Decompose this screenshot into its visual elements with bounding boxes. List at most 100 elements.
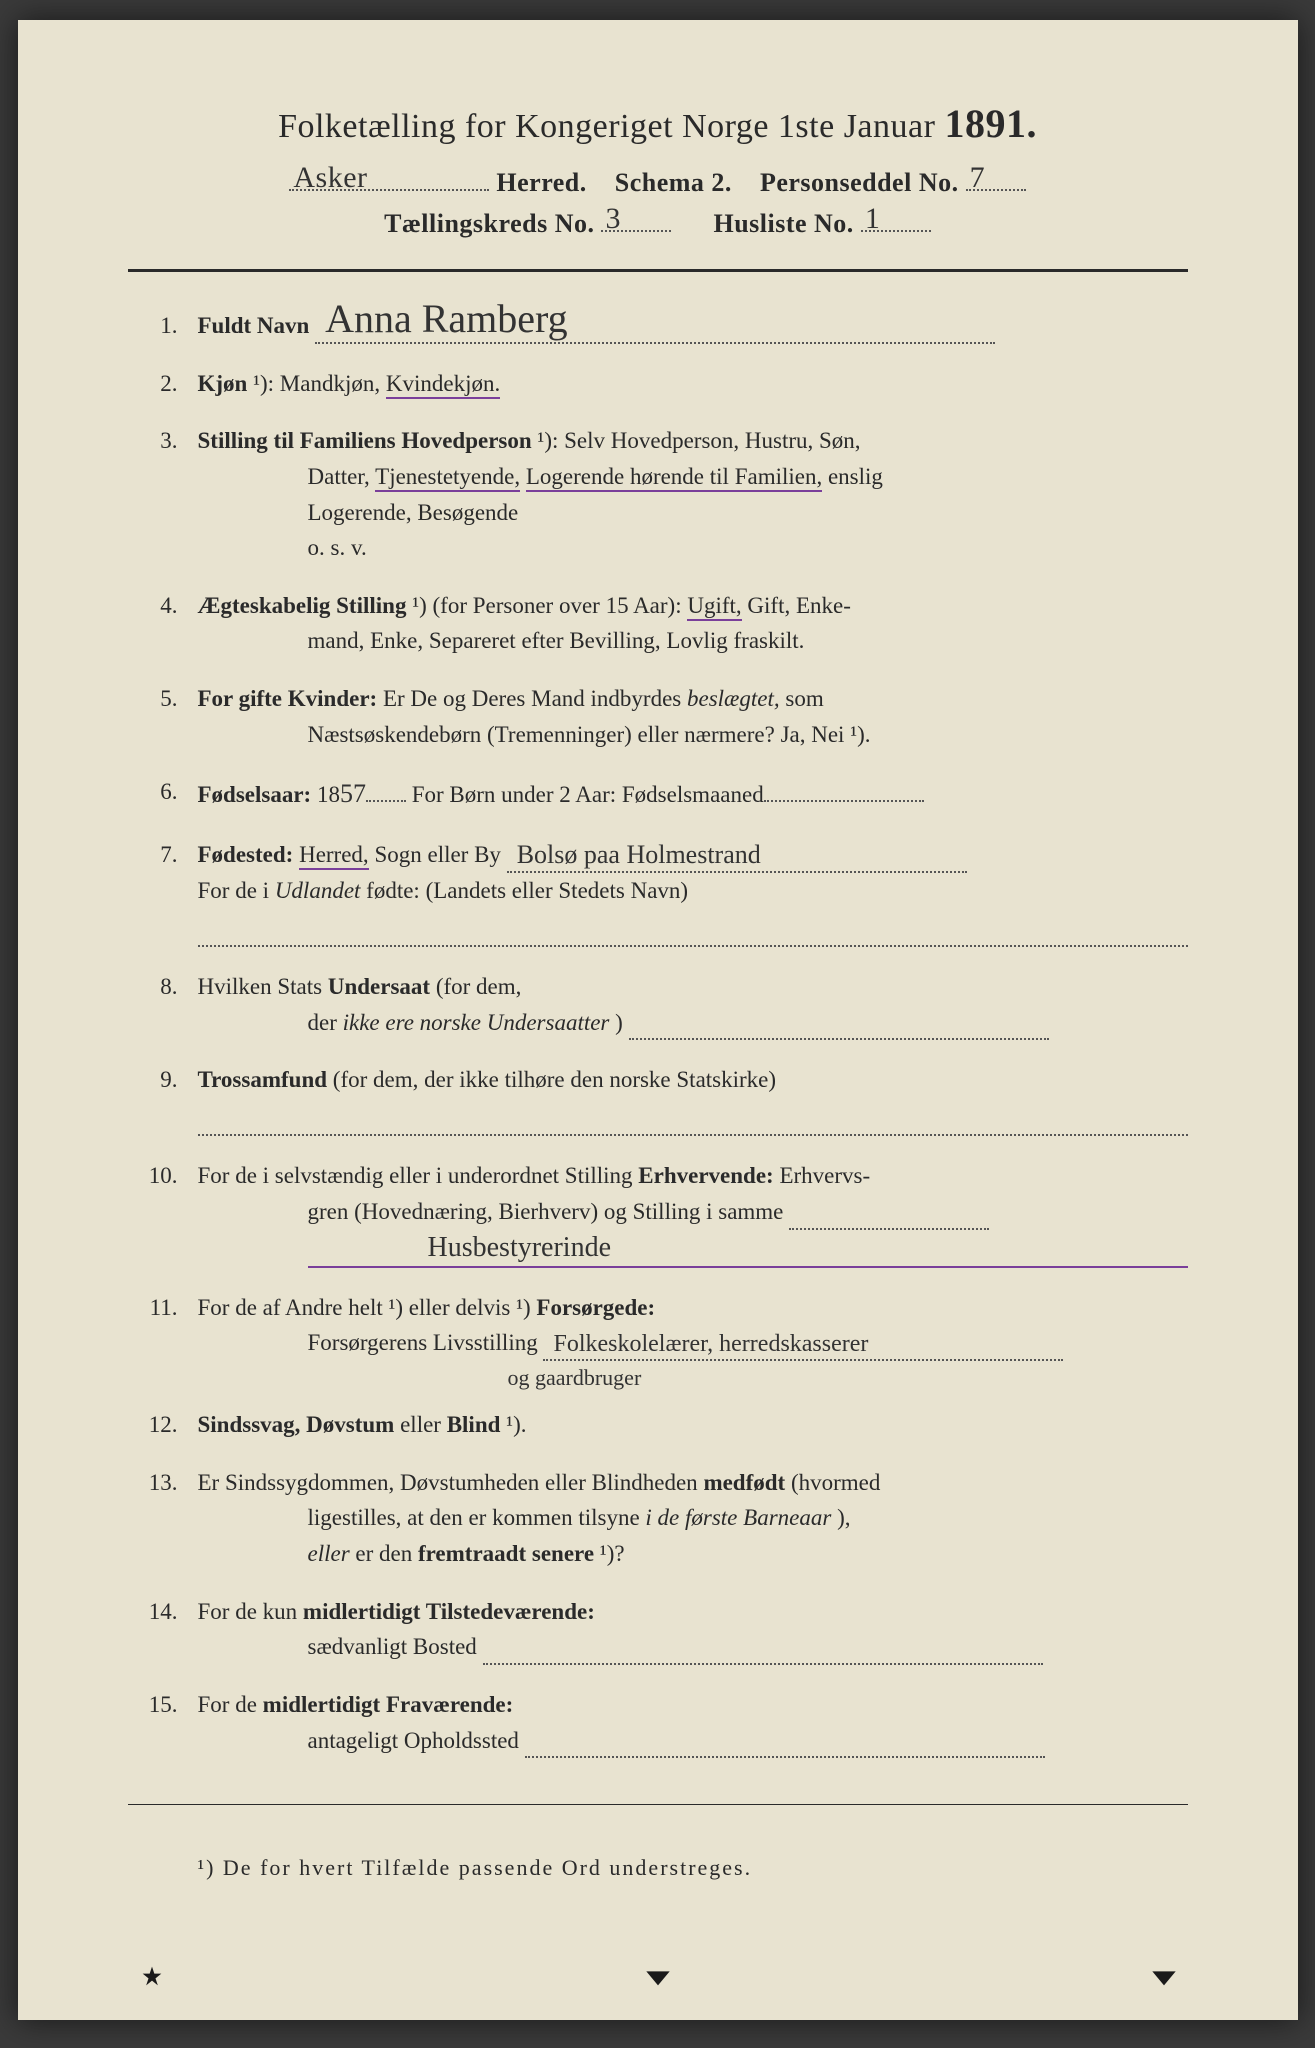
item-13-medfodt: Er Sindssygdommen, Døvstumheden eller Bl…	[128, 1465, 1188, 1572]
i14-l2: sædvanligt Bosted	[308, 1634, 477, 1659]
husliste-field: 1	[861, 206, 931, 232]
i7-sogn-field: Bolsø paa Holmestrand	[507, 848, 967, 873]
i7-sogn-value: Bolsø paa Holmestrand	[517, 835, 761, 875]
title-year: 1891.	[944, 101, 1037, 146]
personseddel-field: 7	[966, 165, 1026, 191]
label-kjon: Kjøn	[198, 371, 248, 396]
label-fodested: Fødested:	[198, 842, 294, 867]
label-fuldt-navn: Fuldt Navn	[198, 313, 310, 338]
i11-field: Folkeskolelærer, herredskasserer	[543, 1336, 1063, 1361]
i15-bold: midlertidigt Fraværende:	[263, 1692, 514, 1717]
i9-bold: Trossamfund	[198, 1067, 328, 1092]
punch-hole-icon	[1150, 1962, 1178, 1990]
i10-value: Husbestyrerinde	[428, 1226, 612, 1269]
label-aegteskab: Ægteskabelig Stilling	[198, 593, 407, 618]
i6-child: For Børn under 2 Aar: Fødselsmaaned	[412, 782, 764, 807]
i9-text: (for dem, der ikke tilhøre den norske St…	[333, 1067, 776, 1092]
i8-field	[629, 1015, 1049, 1040]
i3-enslig: enslig	[828, 464, 883, 489]
i6-dots	[366, 779, 406, 802]
i11-bold: Forsørgede:	[536, 1295, 655, 1320]
husliste-label: Husliste No.	[713, 209, 853, 238]
divider-bottom	[128, 1804, 1188, 1805]
kreds-line: Tællingskreds No. 3 Husliste No. 1	[128, 206, 1188, 239]
punch-hole-icon	[644, 1962, 672, 1990]
i14-l1: For de kun	[198, 1599, 303, 1624]
label-gifte: For gifte Kvinder:	[198, 686, 378, 711]
item-1-name: Fuldt Navn Anna Ramberg	[128, 308, 1188, 344]
i5-t2: som	[785, 686, 823, 711]
i8-t1: Hvilken Stats	[198, 974, 328, 999]
i14-indent: sædvanligt Bosted	[198, 1629, 1188, 1665]
i12-sup: ¹).	[506, 1412, 526, 1437]
name-field: Anna Ramberg	[315, 318, 995, 343]
i10-field2: Husbestyrerinde	[308, 1236, 1188, 1268]
i4-paren: (for Personer over 15 Aar):	[433, 593, 688, 618]
herred-label: Herred.	[496, 168, 586, 197]
i3-row3: Logerende, Besøgende	[308, 500, 519, 525]
i12-b2: Blind	[447, 1412, 501, 1437]
item-9-trossamfund: Trossamfund (for dem, der ikke tilhøre d…	[128, 1062, 1188, 1136]
i13-t2: (hvormed	[791, 1470, 880, 1495]
i4-opts: Gift, Enke-	[747, 593, 850, 618]
i3-tjeneste-underlined: Tjenestetyende,	[375, 464, 520, 492]
i10-t2: Erhvervs-	[779, 1163, 870, 1188]
i6-year-hand: 57	[340, 774, 366, 814]
label-fodselsaar: Fødselsaar:	[198, 782, 312, 807]
i12-b1: Sindssvag, Døvstum	[198, 1412, 395, 1437]
label-stilling: Stilling til Familiens Hovedperson	[198, 428, 532, 453]
item-10-erhverv: For de i selvstændig eller i underordnet…	[128, 1158, 1188, 1267]
i8-bold: Undersaat	[328, 974, 430, 999]
i6-month-field	[764, 779, 924, 802]
i11-value2: og gaardbruger	[508, 1361, 642, 1395]
punch-hole-icon	[138, 1962, 166, 1990]
i5-line2: Næstsøskendebørn (Tremenninger) eller næ…	[198, 717, 1188, 753]
kreds-value: 3	[605, 202, 621, 236]
i15-indent: antageligt Opholdssted	[198, 1723, 1188, 1759]
i7-sogn: Sogn eller By	[374, 842, 501, 867]
i7-herred-underlined: Herred,	[299, 842, 369, 870]
item-4-aegteskab: Ægteskabelig Stilling ¹) (for Personer o…	[128, 588, 1188, 659]
i8-indent: der ikke ere norske Undersaatter )	[198, 1005, 1188, 1041]
herred-field: Asker	[289, 165, 489, 191]
i15-l1: For de	[198, 1692, 263, 1717]
i13-indent: ligestilles, at den er kommen tilsyne i …	[198, 1500, 1188, 1571]
name-value: Anna Ramberg	[325, 288, 568, 350]
i4-ugift-underlined: Ugift,	[687, 593, 741, 621]
i10-t1: For de i selvstændig eller i underordnet…	[198, 1163, 639, 1188]
i7-line2: For de i Udlandet fødte: (Landets eller …	[198, 873, 1188, 909]
title-text: Folketælling for Kongeriget Norge 1ste J…	[278, 108, 935, 145]
item-6-fodselsaar: Fødselsaar: 1857 For Børn under 2 Aar: F…	[128, 774, 1188, 814]
i11-t1: For de af Andre helt ¹) eller delvis ¹)	[198, 1295, 537, 1320]
i3-datter: Datter,	[308, 464, 376, 489]
herred-line: Asker Herred. Schema 2. Personseddel No.…	[128, 165, 1188, 198]
kjon-kvinde-underlined: Kvindekjøn.	[386, 371, 500, 399]
i5-t1: Er De og Deres Mand indbyrdes	[383, 686, 687, 711]
i3-logerende-underlined: Logerende hørende til Familien,	[526, 464, 822, 492]
i7-abroad-field	[198, 915, 1188, 947]
i4-line2: mand, Enke, Separeret efter Bevilling, L…	[198, 623, 1188, 659]
i14-field	[483, 1640, 1043, 1665]
i15-l2: antageligt Opholdssted	[308, 1728, 519, 1753]
footnote: ¹) De for hvert Tilfælde passende Ord un…	[128, 1855, 1188, 1881]
i3-row1: Selv Hovedperson, Hustru, Søn,	[564, 428, 860, 453]
form-items: Fuldt Navn Anna Ramberg Kjøn ¹): Mandkjø…	[128, 308, 1188, 1758]
i9-field	[198, 1104, 1188, 1136]
i13-t1: Er Sindssygdommen, Døvstumheden eller Bl…	[198, 1470, 704, 1495]
i6-prefix: 18	[317, 782, 340, 807]
husliste-value: 1	[865, 202, 881, 236]
kreds-label: Tællingskreds No.	[384, 209, 594, 238]
census-form-page: Folketælling for Kongeriget Norge 1ste J…	[18, 20, 1298, 2020]
item-8-undersaat: Hvilken Stats Undersaat (for dem, der ik…	[128, 969, 1188, 1040]
item-3-stilling: Stilling til Familiens Hovedperson ¹): S…	[128, 423, 1188, 566]
item-12-sindssvag: Sindssvag, Døvstum eller Blind ¹).	[128, 1407, 1188, 1443]
kjon-mand: Mandkjøn,	[280, 371, 386, 396]
item-5-gifte: For gifte Kvinder: Er De og Deres Mand i…	[128, 681, 1188, 752]
i10-indent: gren (Hovednæring, Bierhverv) og Stillin…	[198, 1194, 1188, 1268]
personseddel-value: 7	[970, 161, 986, 195]
i10-line2: gren (Hovednæring, Bierhverv) og Stillin…	[308, 1199, 784, 1224]
schema-label: Schema 2.	[615, 168, 732, 197]
i11-line2-label: Forsørgerens Livsstilling	[308, 1330, 538, 1355]
kreds-field: 3	[601, 206, 671, 232]
i10-field1	[789, 1204, 989, 1229]
